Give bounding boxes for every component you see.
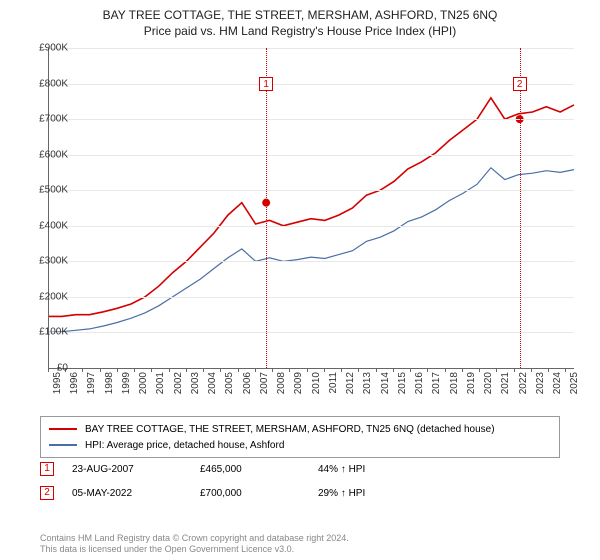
legend-box: BAY TREE COTTAGE, THE STREET, MERSHAM, A… (40, 416, 560, 458)
chart-title: BAY TREE COTTAGE, THE STREET, MERSHAM, A… (0, 0, 600, 22)
legend-item-1: BAY TREE COTTAGE, THE STREET, MERSHAM, A… (49, 421, 551, 437)
xtick-label: 2009 (293, 372, 304, 394)
xtick-label: 2005 (224, 372, 235, 394)
xtick-label: 2006 (242, 372, 253, 394)
xtick-label: 2013 (362, 372, 373, 394)
legend-label-1: BAY TREE COTTAGE, THE STREET, MERSHAM, A… (85, 424, 495, 435)
xtick-label: 2020 (483, 372, 494, 394)
xtick-label: 1995 (52, 372, 63, 394)
legend-label-2: HPI: Average price, detached house, Ashf… (85, 440, 284, 451)
annotation-pct-2: 29% ↑ HPI (318, 488, 365, 499)
xtick-label: 2025 (569, 372, 580, 394)
ytick-label: £900K (24, 43, 68, 54)
xtick-label: 2003 (190, 372, 201, 394)
annotation-row-2: 2 05-MAY-2022 £700,000 29% ↑ HPI (40, 486, 560, 500)
xtick-label: 2014 (380, 372, 391, 394)
xtick-label: 1996 (69, 372, 80, 394)
ytick-label: £800K (24, 78, 68, 89)
legend-item-2: HPI: Average price, detached house, Ashf… (49, 437, 551, 453)
xtick-label: 2017 (431, 372, 442, 394)
legend-swatch-1 (49, 428, 77, 430)
chart-marker-box-2: 2 (513, 77, 527, 91)
ytick-label: £600K (24, 149, 68, 160)
xtick-label: 2022 (518, 372, 529, 394)
series-price_paid (48, 98, 574, 317)
xtick-label: 2015 (397, 372, 408, 394)
xtick-label: 2024 (552, 372, 563, 394)
chart-container: BAY TREE COTTAGE, THE STREET, MERSHAM, A… (0, 0, 600, 560)
xtick-label: 2018 (449, 372, 460, 394)
annotation-marker-1: 1 (40, 462, 54, 476)
xtick-label: 1999 (121, 372, 132, 394)
xtick-label: 2023 (535, 372, 546, 394)
series-hpi (48, 168, 574, 333)
xtick-label: 2012 (345, 372, 356, 394)
ytick-label: £200K (24, 291, 68, 302)
footer-line-1: Contains HM Land Registry data © Crown c… (40, 533, 349, 545)
ytick-label: £500K (24, 185, 68, 196)
ytick-label: £100K (24, 327, 68, 338)
ytick-label: £300K (24, 256, 68, 267)
legend-swatch-2 (49, 444, 77, 446)
footer-line-2: This data is licensed under the Open Gov… (40, 544, 349, 556)
ytick-label: £400K (24, 220, 68, 231)
xtick-label: 2007 (259, 372, 270, 394)
footer-text: Contains HM Land Registry data © Crown c… (40, 533, 349, 556)
xtick-label: 2010 (311, 372, 322, 394)
annotation-date-2: 05-MAY-2022 (72, 488, 182, 499)
annotation-marker-2: 2 (40, 486, 54, 500)
xtick-label: 1998 (104, 372, 115, 394)
annotation-price-2: £700,000 (200, 488, 300, 499)
xtick-label: 2000 (138, 372, 149, 394)
annotation-price-1: £465,000 (200, 464, 300, 475)
xtick-label: 2021 (500, 372, 511, 394)
xtick-label: 2011 (328, 372, 339, 394)
chart-subtitle: Price paid vs. HM Land Registry's House … (0, 22, 600, 42)
xtick-label: 2016 (414, 372, 425, 394)
ytick-label: £700K (24, 114, 68, 125)
xtick-label: 2001 (155, 372, 166, 394)
annotation-pct-1: 44% ↑ HPI (318, 464, 365, 475)
chart-marker-box-1: 1 (259, 77, 273, 91)
xtick-label: 1997 (86, 372, 97, 394)
xtick-label: 2002 (173, 372, 184, 394)
annotation-date-1: 23-AUG-2007 (72, 464, 182, 475)
annotation-row-1: 1 23-AUG-2007 £465,000 44% ↑ HPI (40, 462, 560, 476)
chart-plot-area: 12 (48, 48, 574, 368)
xtick-label: 2019 (466, 372, 477, 394)
xtick-label: 2004 (207, 372, 218, 394)
xtick-label: 2008 (276, 372, 287, 394)
chart-svg (48, 48, 574, 368)
